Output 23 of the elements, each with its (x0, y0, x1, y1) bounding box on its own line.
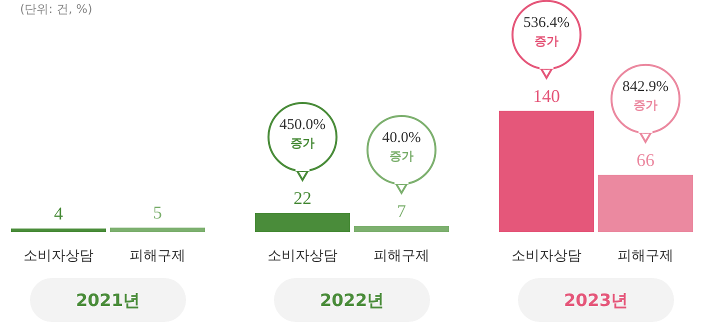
text: 피해구제 (618, 248, 674, 264)
data-label: 5 (153, 202, 162, 223)
text: 소비자상담 (512, 248, 582, 264)
callout: 40.0% 증가 (366, 114, 436, 195)
x-tick-label: 2023년 (564, 291, 628, 311)
x-tick-label: 2021년 (76, 291, 140, 311)
data-label: 4 (54, 204, 63, 224)
callout: 842.9% 증가 (610, 64, 680, 144)
data-label: 7 (397, 200, 406, 221)
series-label: 소비자상담 (24, 248, 94, 264)
text: 피해구제 (374, 248, 430, 264)
annotation: 450.0% 증가 (279, 116, 326, 150)
callout: 536.4% 증가 (512, 0, 582, 80)
x-tick-label: 2022년 (320, 291, 384, 311)
data-label: 66 (636, 150, 654, 170)
data-label: 22 (294, 188, 312, 208)
text: 소비자상담 (268, 248, 338, 264)
annotation: 40.0% 증가 (382, 130, 421, 163)
annotation: 842.9% 증가 (622, 78, 669, 112)
series-label: 피해구제 (130, 248, 186, 264)
chart-subtitle: (단위: 건, %) (20, 2, 92, 16)
data-label: 140 (533, 86, 560, 106)
callout: 450.0% 증가 (268, 102, 338, 182)
